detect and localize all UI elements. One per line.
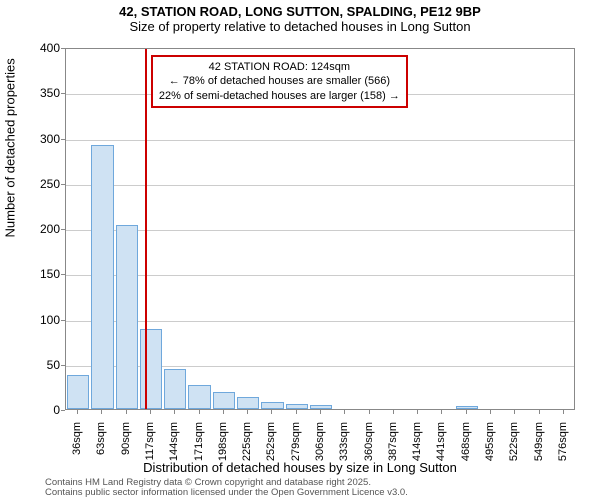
y-tick-label: 0 (20, 403, 60, 417)
x-tick-mark (393, 410, 394, 414)
x-tick-mark (369, 410, 370, 414)
x-tick-mark (466, 410, 467, 414)
histogram-bar (164, 369, 186, 409)
x-tick-label: 279sqm (290, 422, 302, 472)
x-tick-mark (174, 410, 175, 414)
annotation-line: 22% of semi-detached houses are larger (… (159, 89, 400, 103)
x-tick-mark (271, 410, 272, 414)
x-tick-label: 468sqm (460, 422, 472, 472)
y-tick-label: 150 (20, 267, 60, 281)
gridline (66, 230, 574, 231)
x-tick-mark (101, 410, 102, 414)
y-tick-label: 200 (20, 222, 60, 236)
x-tick-mark (77, 410, 78, 414)
histogram-bar (213, 392, 235, 409)
x-tick-mark (417, 410, 418, 414)
y-tick-mark (61, 48, 65, 49)
x-tick-label: 36sqm (71, 422, 83, 472)
x-tick-mark (441, 410, 442, 414)
y-tick-label: 300 (20, 132, 60, 146)
attribution-line: Contains public sector information licen… (45, 488, 408, 498)
annotation-line: 42 STATION ROAD: 124sqm (159, 60, 400, 74)
y-tick-mark (61, 274, 65, 275)
y-tick-mark (61, 410, 65, 411)
x-tick-mark (150, 410, 151, 414)
page-title: 42, STATION ROAD, LONG SUTTON, SPALDING,… (0, 0, 600, 19)
histogram-bar (456, 406, 478, 409)
y-tick-label: 400 (20, 41, 60, 55)
annotation-box: 42 STATION ROAD: 124sqm← 78% of detached… (151, 55, 408, 108)
histogram-bar (237, 397, 259, 409)
y-tick-mark (61, 365, 65, 366)
gridline (66, 275, 574, 276)
x-tick-label: 171sqm (193, 422, 205, 472)
y-tick-label: 50 (20, 358, 60, 372)
x-tick-label: 495sqm (484, 422, 496, 472)
y-tick-label: 250 (20, 177, 60, 191)
chart-plot-area: 42 STATION ROAD: 124sqm← 78% of detached… (65, 48, 575, 410)
y-tick-mark (61, 184, 65, 185)
gridline (66, 140, 574, 141)
x-tick-mark (199, 410, 200, 414)
x-tick-label: 306sqm (314, 422, 326, 472)
x-tick-label: 252sqm (265, 422, 277, 472)
histogram-bar (261, 402, 283, 409)
y-axis-label: Number of detached properties (3, 58, 18, 237)
x-tick-label: 63sqm (95, 422, 107, 472)
x-tick-label: 360sqm (363, 422, 375, 472)
y-tick-mark (61, 229, 65, 230)
x-tick-mark (563, 410, 564, 414)
x-tick-mark (320, 410, 321, 414)
histogram-bar (188, 385, 210, 409)
y-tick-label: 100 (20, 313, 60, 327)
x-tick-mark (296, 410, 297, 414)
y-tick-mark (61, 320, 65, 321)
x-tick-label: 144sqm (168, 422, 180, 472)
histogram-bar (140, 329, 162, 409)
y-tick-label: 350 (20, 86, 60, 100)
x-tick-label: 522sqm (508, 422, 520, 472)
reference-line (145, 49, 147, 409)
x-tick-label: 387sqm (387, 422, 399, 472)
x-tick-mark (223, 410, 224, 414)
histogram-bar (67, 375, 89, 409)
x-tick-label: 414sqm (411, 422, 423, 472)
histogram-bar (91, 145, 113, 409)
x-tick-mark (514, 410, 515, 414)
x-tick-mark (539, 410, 540, 414)
gridline (66, 321, 574, 322)
x-tick-label: 549sqm (533, 422, 545, 472)
y-tick-mark (61, 139, 65, 140)
x-tick-mark (344, 410, 345, 414)
attribution-text: Contains HM Land Registry data © Crown c… (45, 478, 408, 499)
x-tick-label: 576sqm (557, 422, 569, 472)
x-tick-label: 333sqm (338, 422, 350, 472)
x-tick-mark (247, 410, 248, 414)
y-tick-mark (61, 93, 65, 94)
x-tick-mark (490, 410, 491, 414)
x-tick-label: 198sqm (217, 422, 229, 472)
annotation-line: ← 78% of detached houses are smaller (56… (159, 74, 400, 88)
gridline (66, 185, 574, 186)
histogram-bar (286, 404, 308, 409)
histogram-bar (310, 405, 332, 409)
x-tick-label: 225sqm (241, 422, 253, 472)
x-tick-label: 441sqm (435, 422, 447, 472)
x-tick-label: 117sqm (144, 422, 156, 472)
x-tick-mark (126, 410, 127, 414)
page-subtitle: Size of property relative to detached ho… (0, 19, 600, 40)
histogram-bar (116, 225, 138, 409)
x-tick-label: 90sqm (120, 422, 132, 472)
